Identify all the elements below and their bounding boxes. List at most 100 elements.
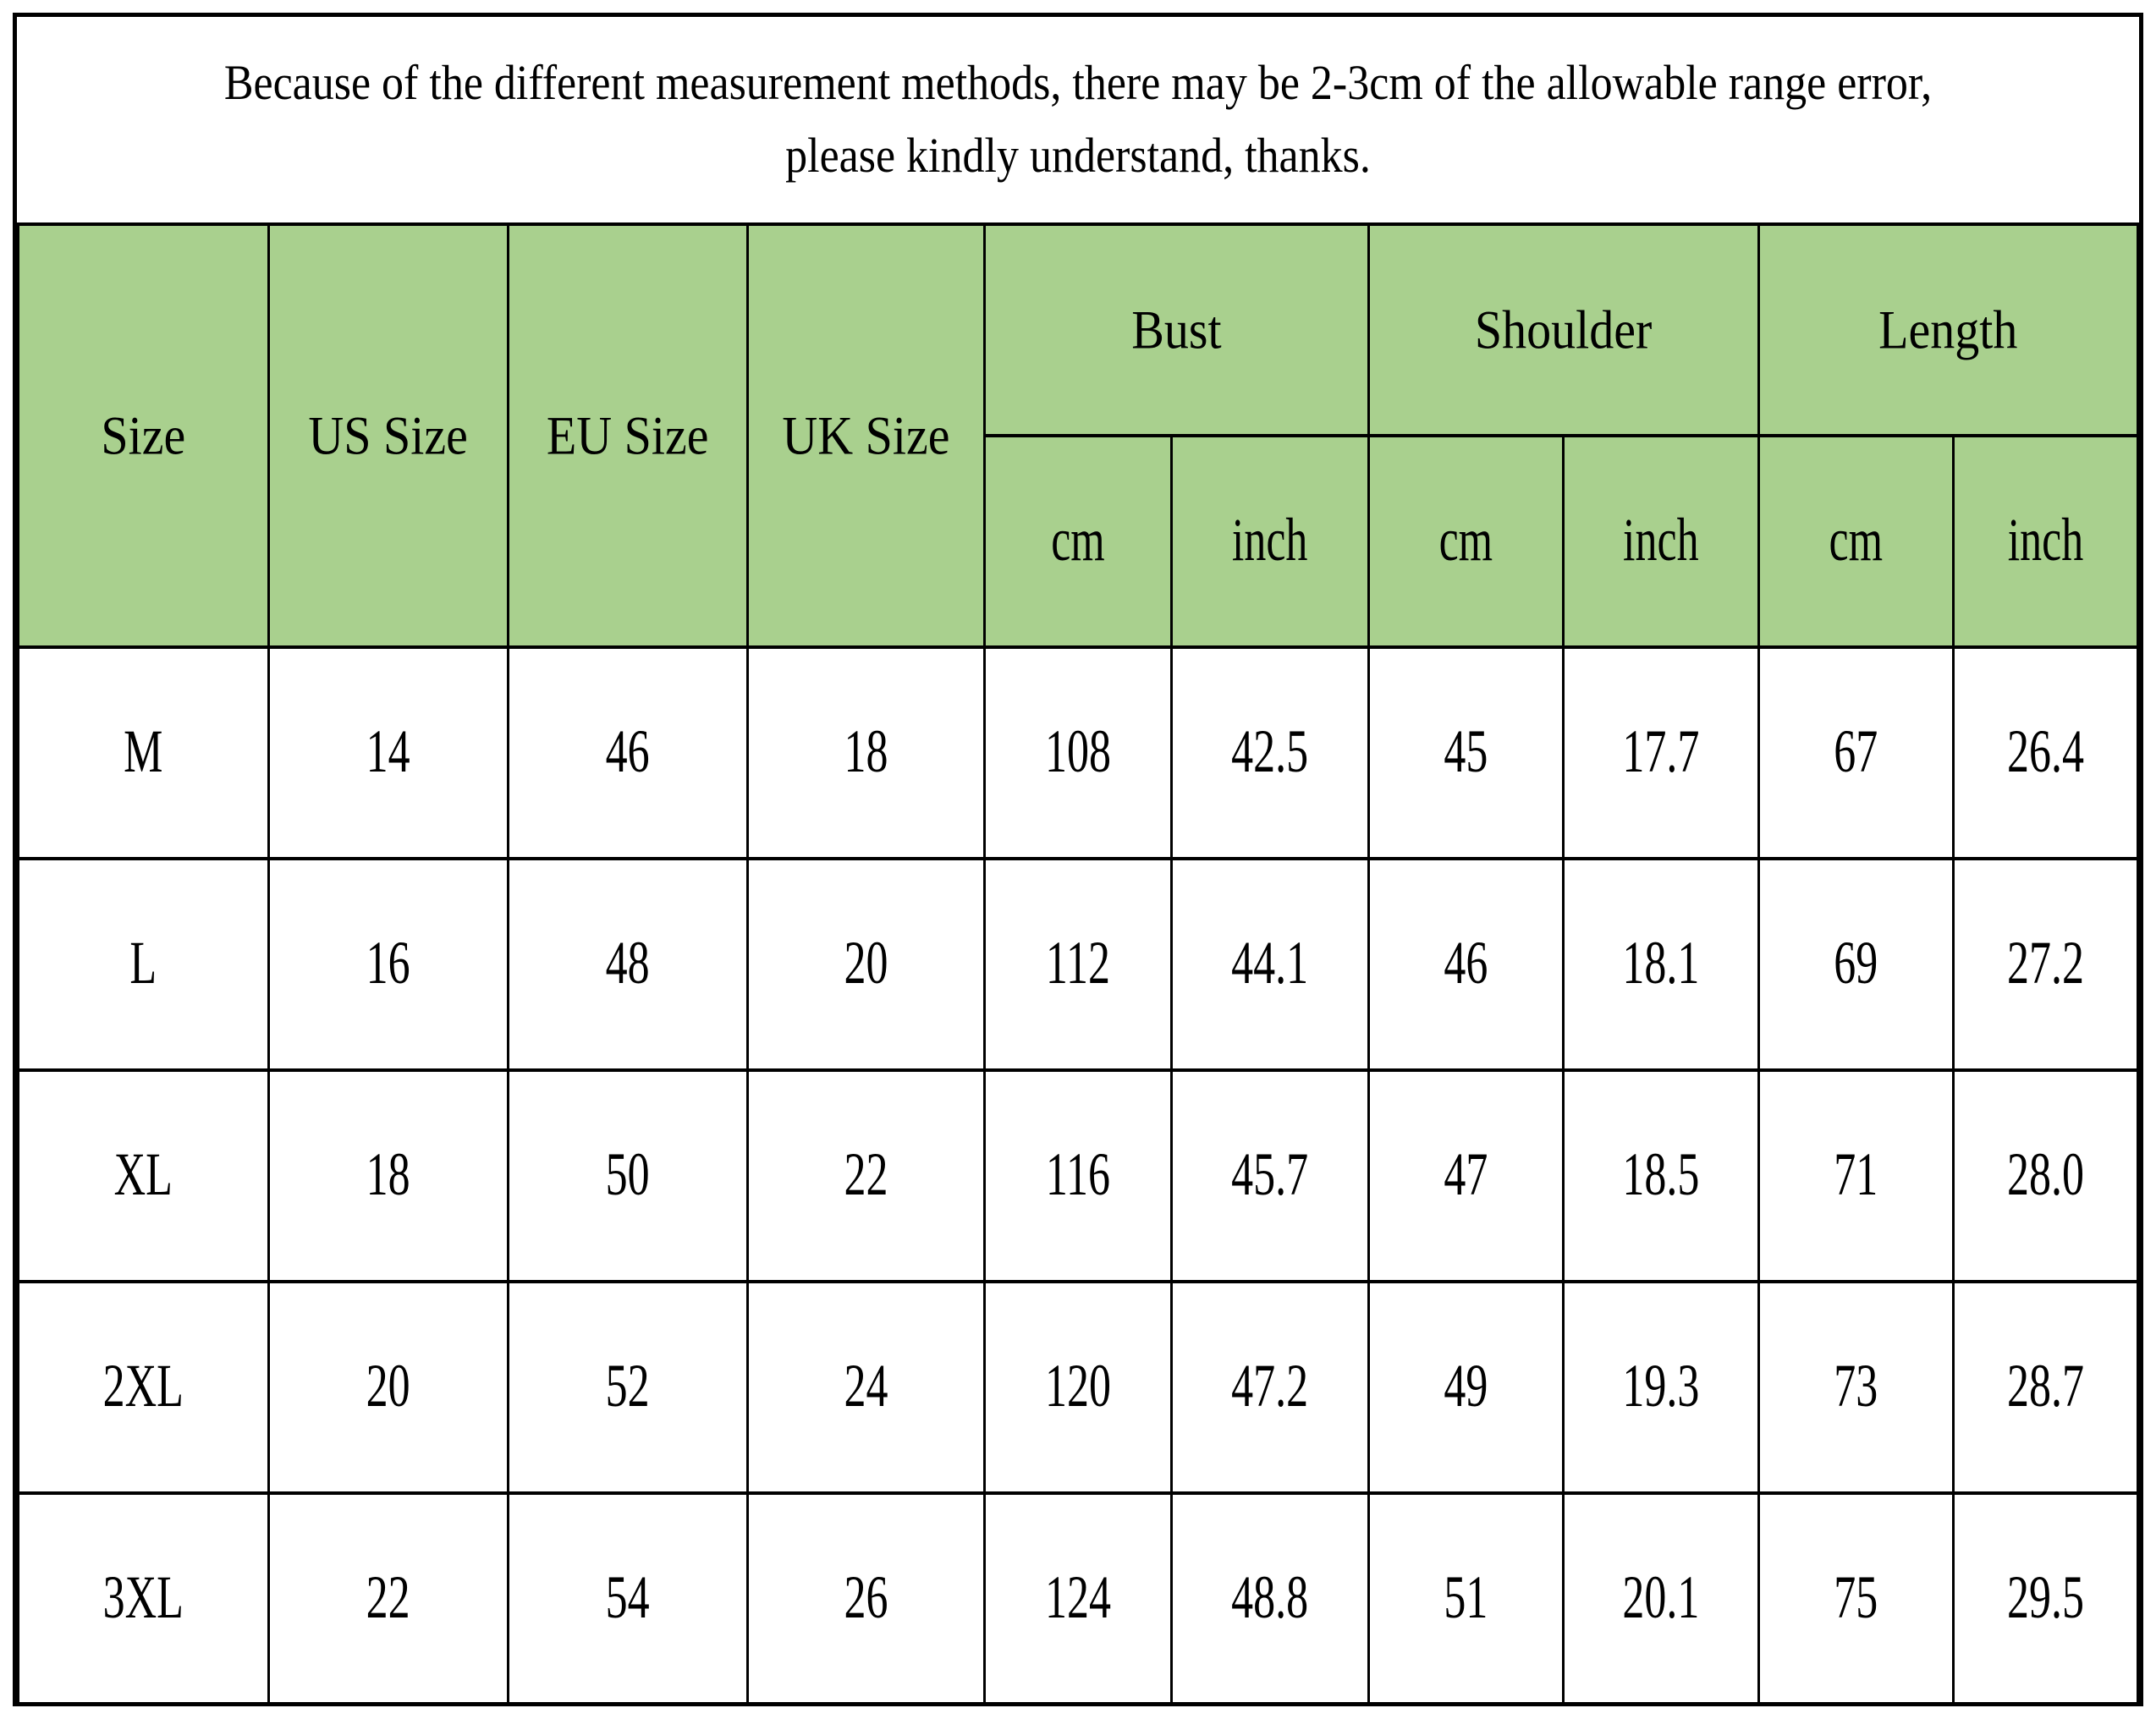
table-cell: 124 xyxy=(983,1491,1173,1706)
header-cell-eu-size: EU Size xyxy=(506,222,749,649)
cell-value: 17.7 xyxy=(1622,718,1700,786)
unit-cell-length-inch: inch xyxy=(1952,434,2139,649)
cell-value: 69 xyxy=(1834,930,1878,997)
table-cell: 71 xyxy=(1757,1068,1955,1283)
cell-value: 75 xyxy=(1834,1564,1878,1632)
table-cell: 28.0 xyxy=(1952,1068,2139,1283)
table-cell: 47 xyxy=(1367,1068,1565,1283)
cell-value: 46 xyxy=(1444,930,1488,997)
cell-value: 45 xyxy=(1444,718,1488,786)
cell-value: 120 xyxy=(1044,1353,1111,1420)
table-cell: 108 xyxy=(983,645,1173,860)
unit-shoulder-cm-label: cm xyxy=(1438,507,1493,574)
table-cell: 14 xyxy=(267,645,509,860)
unit-bust-cm-label: cm xyxy=(1051,507,1105,574)
table-cell: 44.1 xyxy=(1169,857,1370,1072)
cell-value: 18.5 xyxy=(1622,1141,1700,1209)
table-cell: 47.2 xyxy=(1169,1280,1370,1495)
table-cell: 22 xyxy=(745,1068,987,1283)
cell-value: 48.8 xyxy=(1231,1564,1309,1632)
table-cell: 75 xyxy=(1757,1491,1955,1706)
unit-cell-bust-inch: inch xyxy=(1169,434,1370,649)
cell-value: 124 xyxy=(1044,1564,1111,1632)
header-cell-length: Length xyxy=(1757,222,2140,437)
table-cell: M xyxy=(17,645,270,860)
cell-value: 18 xyxy=(844,718,888,786)
table-cell: 49 xyxy=(1367,1280,1565,1495)
size-row-3xl: 3XL 22 54 26 124 48.8 51 20.1 75 29.5 xyxy=(17,1491,2139,1706)
table-cell: 16 xyxy=(267,857,509,1072)
cell-value: 20 xyxy=(366,1353,410,1420)
size-row-l: L 16 48 20 112 44.1 46 18.1 69 27.2 xyxy=(17,857,2139,1072)
cell-value: 52 xyxy=(605,1353,650,1420)
table-cell: 26.4 xyxy=(1952,645,2139,860)
table-cell: 54 xyxy=(506,1491,749,1706)
unit-bust-inch-label: inch xyxy=(1231,507,1308,574)
cell-value: 19.3 xyxy=(1622,1353,1700,1420)
cell-value: 14 xyxy=(366,718,410,786)
cell-value: 3XL xyxy=(102,1564,184,1632)
table-cell: 42.5 xyxy=(1169,645,1370,860)
table-cell: 45.7 xyxy=(1169,1068,1370,1283)
disclaimer: Because of the different measurement met… xyxy=(17,17,2139,222)
unit-cell-shoulder-inch: inch xyxy=(1562,434,1760,649)
cell-value: L xyxy=(129,930,157,997)
table-cell: 19.3 xyxy=(1562,1280,1760,1495)
size-row-xl: XL 18 50 22 116 45.7 47 18.5 71 28.0 xyxy=(17,1068,2139,1283)
cell-value: 20.1 xyxy=(1622,1564,1700,1632)
table-cell: 116 xyxy=(983,1068,1173,1283)
cell-value: 47.2 xyxy=(1231,1353,1309,1420)
header-row-units: cm inch cm inch cm inch xyxy=(19,434,2139,649)
disclaimer-line-1-text: Because of the different measurement met… xyxy=(223,56,1933,110)
table-cell: 17.7 xyxy=(1562,645,1760,860)
unit-length-cm-label: cm xyxy=(1829,507,1884,574)
table-cell: 46 xyxy=(1367,857,1565,1072)
cell-value: 2XL xyxy=(102,1353,184,1420)
cell-value: 44.1 xyxy=(1231,930,1309,997)
header-cell-us-size: US Size xyxy=(267,222,509,649)
table-cell: 27.2 xyxy=(1952,857,2139,1072)
cell-value: XL xyxy=(113,1141,173,1209)
table-cell: 29.5 xyxy=(1952,1491,2139,1706)
cell-value: 28.7 xyxy=(2007,1353,2084,1420)
table-cell: 73 xyxy=(1757,1280,1955,1495)
table-cell: 20 xyxy=(267,1280,509,1495)
size-chart-table: Size US Size EU Size UK Size Bust Should… xyxy=(17,222,2140,1706)
cell-value: 26 xyxy=(844,1564,888,1632)
header-cell-uk-size: UK Size xyxy=(745,222,987,649)
size-row-2xl: 2XL 20 52 24 120 47.2 49 19.3 73 28.7 xyxy=(17,1280,2139,1495)
table-cell: 18.1 xyxy=(1562,857,1760,1072)
table-cell: XL xyxy=(17,1068,270,1283)
cell-value: 18.1 xyxy=(1622,930,1700,997)
cell-value: 29.5 xyxy=(2007,1564,2084,1632)
header-eu-size-label: EU Size xyxy=(546,404,709,466)
header-us-size-label: US Size xyxy=(308,404,468,466)
cell-value: 24 xyxy=(844,1353,888,1420)
unit-length-inch-label: inch xyxy=(2007,507,2084,574)
cell-value: 16 xyxy=(366,930,410,997)
table-cell: 18 xyxy=(267,1068,509,1283)
cell-value: 71 xyxy=(1834,1141,1878,1209)
table-cell: 45 xyxy=(1367,645,1565,860)
table-cell: 51 xyxy=(1367,1491,1565,1706)
size-row-m: M 14 46 18 108 42.5 45 17.7 67 26.4 xyxy=(17,645,2139,860)
cell-value: M xyxy=(124,718,163,786)
disclaimer-line-2: please kindly understand, thanks. xyxy=(785,131,1371,180)
cell-value: 49 xyxy=(1444,1353,1488,1420)
header-shoulder-label: Shoulder xyxy=(1474,299,1653,360)
table-cell: 48.8 xyxy=(1169,1491,1370,1706)
cell-value: 22 xyxy=(844,1141,888,1209)
table-cell: 120 xyxy=(983,1280,1173,1495)
table-cell: 46 xyxy=(506,645,749,860)
cell-value: 48 xyxy=(605,930,650,997)
cell-value: 45.7 xyxy=(1231,1141,1309,1209)
disclaimer-line-1: Because of the different measurement met… xyxy=(224,58,1932,107)
table-cell: L xyxy=(17,857,270,1072)
unit-cell-length-cm: cm xyxy=(1757,434,1955,649)
cell-value: 20 xyxy=(844,930,888,997)
cell-value: 51 xyxy=(1444,1564,1488,1632)
table-cell: 50 xyxy=(506,1068,749,1283)
header-length-label: Length xyxy=(1878,299,2018,360)
cell-value: 54 xyxy=(605,1564,650,1632)
cell-value: 50 xyxy=(605,1141,650,1209)
